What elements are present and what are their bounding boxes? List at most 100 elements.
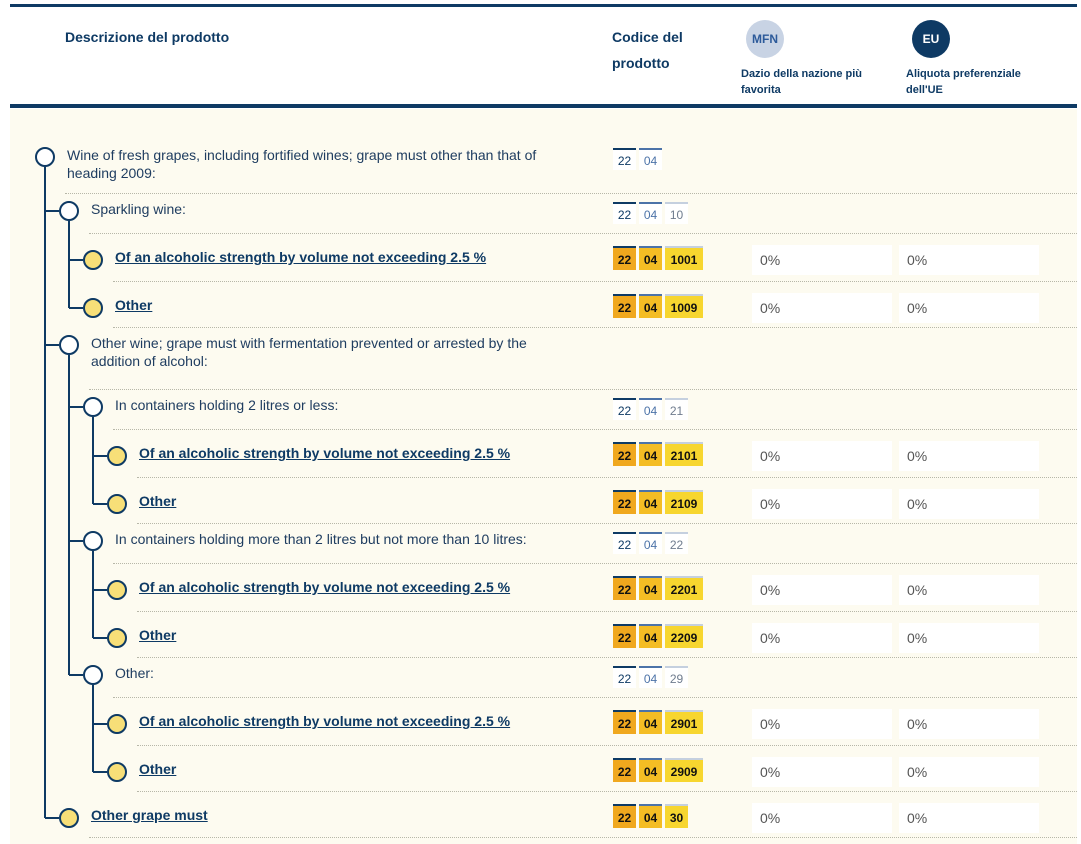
mfn-column-header: Dazio della nazione più favorita [741, 68, 863, 96]
code-segment-2: 04 [639, 148, 662, 170]
tariff-leaf-row: Other 22 04 2909 0% 0% [10, 746, 1077, 792]
row-divider [113, 563, 1077, 564]
product-code: 22 04 2201 [613, 576, 703, 600]
row-divider [137, 657, 1077, 658]
eu-rate: 0% [899, 623, 1039, 653]
table-header: Descrizione del prodotto Codice del prod… [10, 0, 1077, 109]
code-segment-1: 22 [613, 246, 636, 270]
mfn-rate: 0% [752, 245, 892, 275]
product-code: 22 04 [613, 148, 662, 172]
product-description: Wine of fresh grapes, including fortifie… [67, 147, 537, 181]
row-divider [89, 233, 1077, 234]
code-segment-3: 1001 [665, 246, 703, 270]
code-segment-3: 10 [665, 202, 688, 224]
group-node-icon [59, 201, 79, 221]
eu-rate: 0% [899, 441, 1039, 471]
leaf-node-icon [107, 762, 127, 782]
product-link[interactable]: Other grape must [91, 807, 208, 823]
code-segment-3: 22 [665, 532, 688, 554]
eu-badge: EU [912, 20, 950, 58]
code-segment-1: 22 [613, 624, 636, 648]
row-divider [89, 389, 1077, 390]
code-segment-1: 22 [613, 202, 636, 224]
eu-rate: 0% [899, 709, 1039, 739]
tariff-leaf-row: Other grape must 22 04 30 0% 0% [10, 792, 1077, 838]
product-description: In containers holding more than 2 litres… [115, 531, 527, 547]
group-node-icon [83, 665, 103, 685]
eu-column-header: Aliquota preferenziale dell'UE [906, 68, 1021, 96]
product-description: Sparkling wine: [91, 201, 186, 217]
product-link[interactable]: Other [115, 297, 153, 313]
product-code: 22 04 30 [613, 804, 688, 828]
leaf-node-icon [107, 494, 127, 514]
row-divider [137, 745, 1077, 746]
code-segment-2: 04 [639, 532, 662, 554]
eu-rate: 0% [899, 757, 1039, 787]
code-segment-3: 21 [665, 398, 688, 420]
eu-rate: 0% [899, 489, 1039, 519]
product-code: 22 04 29 [613, 666, 688, 690]
code-segment-2: 04 [639, 398, 662, 420]
product-link[interactable]: Of an alcoholic strength by volume not e… [115, 249, 487, 265]
mfn-rate: 0% [752, 623, 892, 653]
eu-rate: 0% [899, 575, 1039, 605]
group-node-icon [35, 147, 55, 167]
row-divider [89, 837, 1077, 838]
code-segment-3: 2109 [665, 490, 703, 514]
row-divider [137, 791, 1077, 792]
product-link[interactable]: Of an alcoholic strength by volume not e… [139, 713, 511, 729]
product-code: 22 04 1009 [613, 294, 703, 318]
tariff-group-row: In containers holding 2 litres or less: 2… [10, 390, 1077, 430]
product-code: 22 04 1001 [613, 246, 703, 270]
product-link[interactable]: Other [139, 761, 177, 777]
leaf-node-icon [107, 580, 127, 600]
mfn-rate: 0% [752, 489, 892, 519]
tariff-leaf-row: Of an alcoholic strength by volume not e… [10, 698, 1077, 746]
tariff-leaf-row: Of an alcoholic strength by volume not e… [10, 430, 1077, 478]
code-segment-1: 22 [613, 710, 636, 734]
leaf-node-icon [107, 446, 127, 466]
code-segment-3: 29 [665, 666, 688, 688]
code-segment-3: 1009 [665, 294, 703, 318]
product-code: 22 04 10 [613, 202, 688, 226]
product-description: Other: [115, 665, 154, 681]
code-segment-2: 04 [639, 576, 662, 600]
code-segment-1: 22 [613, 576, 636, 600]
code-segment-3: 2901 [665, 710, 703, 734]
tariff-leaf-row: Of an alcoholic strength by volume not e… [10, 234, 1077, 282]
code-segment-3: 2909 [665, 758, 703, 782]
product-link[interactable]: Other [139, 493, 177, 509]
product-code: 22 04 2901 [613, 710, 703, 734]
mfn-rate: 0% [752, 293, 892, 323]
tariff-group-row: Sparkling wine: 22 04 10 [10, 194, 1077, 234]
product-code: 22 04 2101 [613, 442, 703, 466]
product-link[interactable]: Of an alcoholic strength by volume not e… [139, 445, 511, 461]
row-divider [137, 611, 1077, 612]
code-column-header: Codice del prodotto [612, 29, 683, 71]
mfn-rate: 0% [752, 757, 892, 787]
code-segment-2: 04 [639, 294, 662, 318]
leaf-node-icon [107, 714, 127, 734]
code-segment-1: 22 [613, 398, 636, 420]
code-segment-1: 22 [613, 442, 636, 466]
product-description: In containers holding 2 litres or less: [115, 397, 339, 413]
code-segment-3: 2209 [665, 624, 703, 648]
header-bottom-rule [10, 104, 1077, 108]
mfn-rate: 0% [752, 575, 892, 605]
code-segment-2: 04 [639, 624, 662, 648]
code-segment-2: 04 [639, 490, 662, 514]
row-divider [113, 697, 1077, 698]
row-divider [113, 281, 1077, 282]
code-segment-1: 22 [613, 294, 636, 318]
product-link[interactable]: Other [139, 627, 177, 643]
row-divider [137, 523, 1077, 524]
tariff-leaf-row: Other 22 04 2209 0% 0% [10, 612, 1077, 658]
product-link[interactable]: Of an alcoholic strength by volume not e… [139, 579, 511, 595]
row-divider [137, 477, 1077, 478]
mfn-badge: MFN [746, 20, 784, 58]
eu-rate: 0% [899, 245, 1039, 275]
leaf-node-icon [83, 250, 103, 270]
tariff-group-row: Other: 22 04 29 [10, 658, 1077, 698]
leaf-node-icon [107, 628, 127, 648]
code-segment-2: 04 [639, 710, 662, 734]
